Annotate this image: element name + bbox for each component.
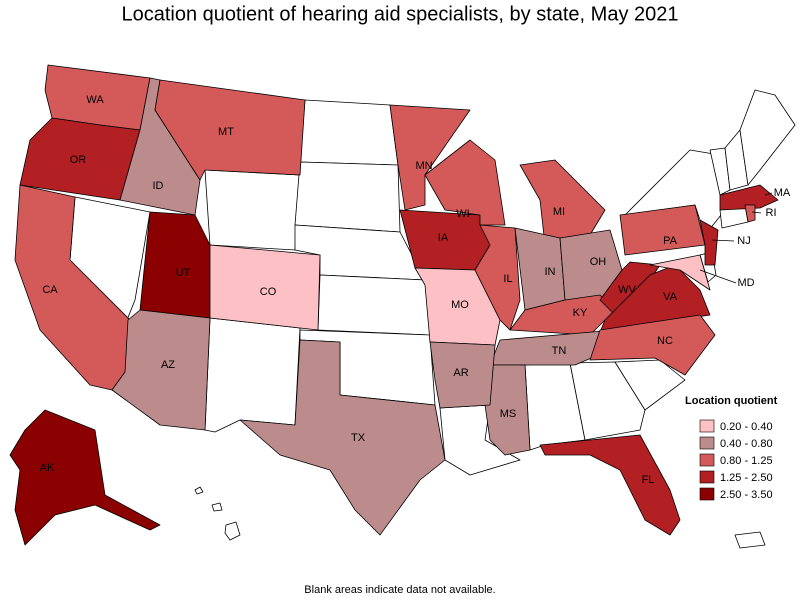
state-label: TX xyxy=(351,432,366,444)
blank-state xyxy=(204,317,301,433)
blank-state xyxy=(194,486,204,495)
legend-swatch xyxy=(699,436,715,450)
state-label: WV xyxy=(618,284,636,296)
state-label: NJ xyxy=(737,235,750,247)
state-label: IL xyxy=(503,273,512,285)
leader-line xyxy=(764,192,773,196)
states: WA OR CA ID MT UT CO AZ TX AK MN IA MO WI IL MI IN OH KY TN… xyxy=(9,64,791,546)
blank-state xyxy=(734,531,766,549)
state-label: MO xyxy=(451,299,469,311)
legend: Location quotient 0.20 - 0.40 0.40 - 0.80… xyxy=(685,395,778,501)
state-label: VA xyxy=(663,291,678,303)
state xyxy=(719,184,779,211)
legend-label: 1.25 - 2.50 xyxy=(720,472,773,484)
state-label: WI xyxy=(456,208,469,220)
state-label: OR xyxy=(70,154,87,166)
state-label: MA xyxy=(774,187,791,199)
blank-state xyxy=(211,502,223,512)
state-label: OH xyxy=(590,256,607,268)
legend-label: 0.40 - 0.80 xyxy=(720,438,773,450)
state-label: UT xyxy=(176,267,191,279)
state xyxy=(9,409,161,546)
state-label: KY xyxy=(573,307,588,319)
blank-state xyxy=(224,521,241,541)
footnote: Blank areas indicate data not available. xyxy=(304,584,495,596)
blank-state xyxy=(204,169,301,251)
leader-line xyxy=(711,239,735,242)
state-label: WA xyxy=(86,94,104,106)
state-label: CA xyxy=(42,284,58,296)
state xyxy=(424,139,506,226)
blank-state xyxy=(299,99,399,166)
legend-swatch xyxy=(699,487,715,501)
state-label: ID xyxy=(153,180,164,192)
state-label: MT xyxy=(218,126,234,138)
state-label: AZ xyxy=(161,359,175,371)
state xyxy=(539,434,681,536)
state-label: TN xyxy=(552,345,567,357)
blank-state xyxy=(739,89,796,186)
legend-title: Location quotient xyxy=(685,395,778,407)
state xyxy=(389,104,471,211)
state xyxy=(154,79,306,181)
state-label: PA xyxy=(663,235,678,247)
state-label: MS xyxy=(500,408,517,420)
legend-swatch xyxy=(699,419,715,433)
legend-swatch xyxy=(699,453,715,467)
blank-state xyxy=(614,359,686,411)
state xyxy=(474,224,521,331)
state xyxy=(209,244,321,331)
state xyxy=(429,341,496,409)
state xyxy=(239,339,446,536)
state-label: NC xyxy=(657,335,673,347)
blank-state xyxy=(317,274,431,336)
state xyxy=(649,254,711,291)
leader-line xyxy=(699,269,737,284)
state-label: CO xyxy=(260,286,277,298)
state xyxy=(699,219,719,266)
state xyxy=(589,314,716,376)
state-label: RI xyxy=(766,207,777,219)
map-title: Location quotient of hearing aid special… xyxy=(121,3,678,25)
legend-label: 0.20 - 0.40 xyxy=(720,421,773,433)
state-label: IN xyxy=(545,266,556,278)
state-label: AK xyxy=(40,462,55,474)
blank-states xyxy=(69,89,796,549)
legend-label: 0.80 - 1.25 xyxy=(720,455,773,467)
state-label: FL xyxy=(642,474,655,486)
state xyxy=(744,204,756,223)
state-label: MN xyxy=(415,160,432,172)
state xyxy=(139,211,211,319)
blank-state xyxy=(294,161,401,233)
state xyxy=(514,227,566,311)
state-label: MI xyxy=(553,206,565,218)
state-label: IA xyxy=(438,232,449,244)
state-label: MD xyxy=(737,277,754,289)
blank-state xyxy=(569,361,646,441)
legend-label: 2.50 - 3.50 xyxy=(720,489,773,501)
state-label: AR xyxy=(453,367,468,379)
legend-swatch xyxy=(699,470,715,484)
state xyxy=(111,309,211,431)
leader-line xyxy=(751,211,762,214)
